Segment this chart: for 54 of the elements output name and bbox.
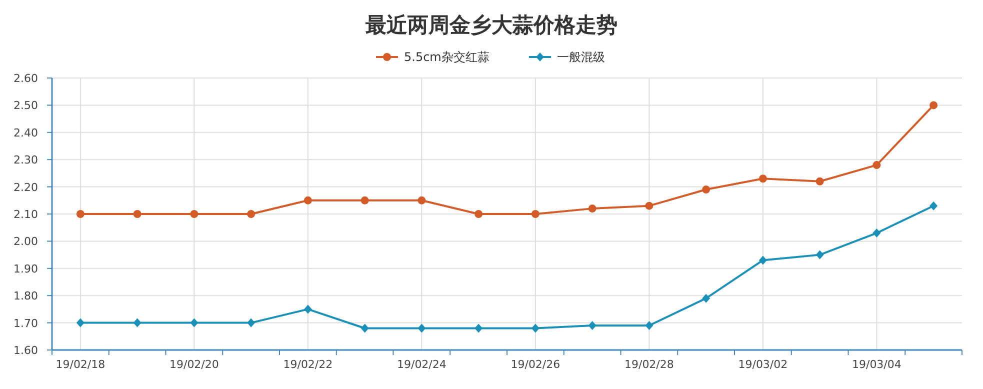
x-tick-label: 19/02/20 [169,358,219,371]
point [133,318,142,328]
y-tick-label: 2.60 [14,72,38,85]
point [645,321,654,330]
y-tick-label: 1.60 [14,344,38,357]
point [76,210,84,218]
legend-label: 5.5cm杂交红蒜 [404,50,490,64]
point [588,321,596,330]
point [872,161,881,170]
point [360,324,369,333]
point [702,186,710,194]
point [360,196,369,204]
point [190,318,198,328]
y-tick-label: 2.50 [14,99,38,112]
point [474,324,483,333]
point [758,174,767,183]
point [702,294,710,303]
x-tick-label: 19/03/04 [852,358,902,371]
point [418,324,426,333]
x-tick-label: 19/02/18 [56,358,106,371]
y-tick-label: 1.70 [14,316,38,330]
x-tick-label: 19/02/26 [510,358,560,371]
point [930,201,938,210]
point [816,177,824,186]
point [588,204,596,213]
point [190,210,198,218]
chart-title: 最近两周金乡大蒜价格走势 [364,13,618,37]
x-tick-label: 19/03/02 [738,358,788,371]
point [474,210,483,218]
point [531,210,540,218]
point [76,318,84,328]
y-tick-label: 2.30 [14,154,38,167]
point [816,250,824,260]
y-tick-label: 2.20 [14,180,38,194]
point [758,256,767,265]
point [247,210,256,218]
y-tick-label: 2.10 [14,208,38,221]
y-tick-label: 1.80 [14,290,38,303]
x-tick-label: 19/02/22 [283,358,333,371]
point [304,196,312,204]
point [531,324,540,333]
y-tick-label: 2.00 [14,235,38,248]
point [133,210,142,218]
point [645,202,654,210]
point [247,318,256,328]
y-tick-label: 2.40 [14,126,38,140]
point [930,101,938,110]
legend-label: 一般混级 [557,50,605,64]
point [418,196,426,204]
point [304,304,312,314]
x-tick-label: 19/02/28 [624,358,674,371]
y-tick-label: 1.90 [14,262,38,276]
x-tick-label: 19/02/24 [396,358,446,371]
point [872,228,881,238]
